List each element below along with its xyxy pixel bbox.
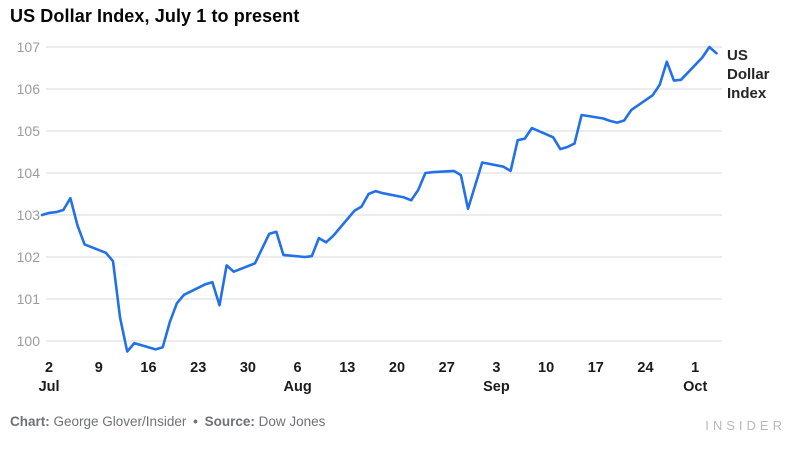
chart-credit-label: Chart: [10,414,50,429]
x-axis-label: 20 [389,360,405,376]
x-axis-label: 1 [691,360,699,376]
x-axis-label: 2 [45,360,53,376]
x-axis-label: 27 [439,360,455,376]
y-axis-label: 105 [17,123,41,139]
source-credit-label: Source: [204,414,255,429]
x-axis-month-label: Oct [683,379,707,395]
x-axis-month-label: Aug [284,379,312,395]
x-axis-label: 16 [140,360,156,376]
y-axis-label: 100 [17,333,41,349]
insider-logo: INSIDER [705,418,786,433]
us-dollar-index-line [40,45,718,353]
chart-title: US Dollar Index, July 1 to present [10,6,300,26]
x-axis-label: 17 [588,360,604,376]
x-axis-label: 30 [240,360,256,376]
series-label: US Dollar Index [727,47,770,102]
x-axis-label: 9 [95,360,103,376]
chart-credit-value: George Glover/Insider [53,414,187,429]
source-credit-value: Dow Jones [258,414,326,429]
credits-footer: Chart: George Glover/Insider • Source: D… [10,414,325,429]
x-axis-label: 23 [190,360,206,376]
x-axis-label: 6 [294,360,302,376]
x-axis-month-label: Sep [483,379,510,395]
bullet-separator: • [193,414,198,429]
x-axis-label: 3 [492,360,500,376]
y-axis-label: 102 [17,249,41,265]
y-axis-label: 101 [17,291,41,307]
y-axis-label: 107 [17,39,41,55]
x-axis-label: 24 [637,360,653,376]
x-axis-month-label: Jul [39,379,60,395]
x-axis-label: 10 [538,360,554,376]
y-axis-label: 104 [17,165,41,181]
y-axis-label: 106 [17,81,41,97]
y-axis-label: 103 [17,207,41,223]
x-axis-label: 13 [339,360,355,376]
